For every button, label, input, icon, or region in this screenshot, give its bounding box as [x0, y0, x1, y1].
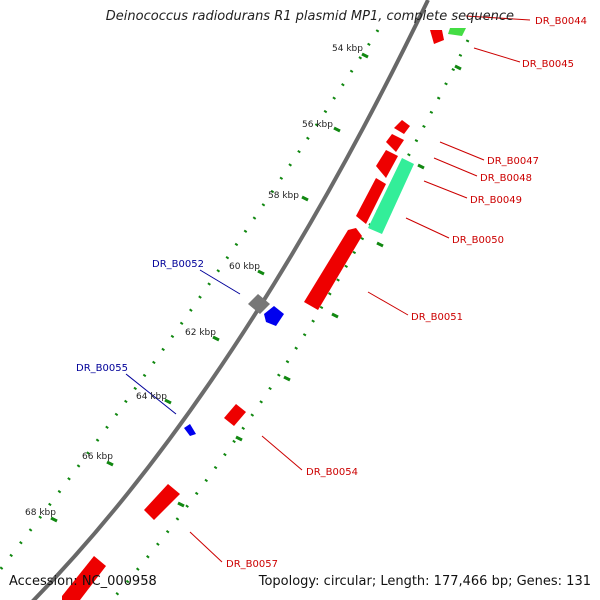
callout-line [405, 217, 450, 239]
callout-line [199, 269, 241, 295]
map-title: Deinococcus radiodurans R1 plasmid MP1, … [105, 9, 514, 24]
gene-label-dr-b0047[interactable]: DR_B0047 [487, 156, 539, 167]
major-tick [177, 501, 185, 508]
major-tick [376, 241, 384, 248]
callout-line [367, 291, 409, 316]
major-tick [333, 126, 341, 133]
major-tick [454, 64, 462, 71]
major-tick [212, 335, 220, 342]
scale-label: 60 kbp [229, 262, 260, 272]
callout-line [261, 435, 303, 471]
gene-other[interactable] [248, 294, 270, 314]
gene-dr-b0047-b[interactable] [386, 134, 404, 152]
scale-label: 58 kbp [268, 191, 299, 201]
gene-dr-b0057[interactable] [144, 484, 180, 520]
scale-label: 62 kbp [185, 328, 216, 338]
major-tick [164, 398, 172, 405]
label-callouts [125, 15, 531, 563]
gene-label-dr-b0044[interactable]: DR_B0044 [535, 16, 587, 27]
gene-dr-b0047[interactable] [394, 120, 410, 134]
major-tick [361, 52, 369, 59]
gene-label-dr-b0049[interactable]: DR_B0049 [470, 195, 522, 206]
scale-labels: 54 kbp 56 kbp 58 kbp 60 kbp 62 kbp 64 kb… [25, 44, 363, 518]
callout-line [125, 373, 177, 415]
scale-label: 64 kbp [136, 392, 167, 402]
gene-label-dr-b0045[interactable]: DR_B0045 [522, 59, 574, 70]
gene-dr-b0044[interactable] [430, 30, 444, 44]
accession-label: Accession: NC_000958 [9, 574, 157, 589]
tick-rings [0, 29, 470, 600]
gene-label-dr-b0051[interactable]: DR_B0051 [411, 312, 463, 323]
gene-label-dr-b0054[interactable]: DR_B0054 [306, 467, 358, 478]
gene-dr-b0051[interactable] [304, 228, 362, 310]
major-tick [283, 375, 291, 382]
gene-features [62, 28, 466, 600]
gene-label-dr-b0048[interactable]: DR_B0048 [480, 173, 532, 184]
callout-line [439, 141, 485, 161]
callout-line [465, 15, 531, 21]
major-tick [417, 163, 425, 170]
gene-bottom[interactable] [62, 556, 106, 600]
major-tick [257, 269, 265, 276]
scale-label: 68 kbp [25, 508, 56, 518]
gene-dr-b0055[interactable] [184, 424, 196, 436]
major-tick [235, 435, 243, 442]
callout-line [473, 47, 521, 63]
callout-line [423, 180, 468, 199]
callout-line [189, 531, 223, 563]
scale-label: 56 kbp [302, 120, 333, 130]
callout-line [433, 157, 478, 177]
gene-dr-b0052[interactable] [264, 306, 284, 326]
gene-label-dr-b0052[interactable]: DR_B0052 [152, 259, 204, 270]
gene-label-dr-b0050[interactable]: DR_B0050 [452, 235, 504, 246]
gene-labels: DR_B0044 DR_B0045 DR_B0047 DR_B0048 DR_B… [76, 16, 587, 570]
major-tick [301, 195, 309, 202]
major-tick [106, 460, 114, 467]
gene-label-dr-b0055[interactable]: DR_B0055 [76, 363, 128, 374]
scale-label: 66 kbp [82, 452, 113, 462]
gene-dr-b0049[interactable] [356, 178, 386, 224]
gene-dr-b0054[interactable] [224, 404, 246, 426]
major-tick [331, 312, 339, 319]
sequence-summary: Topology: circular; Length: 177,466 bp; … [258, 574, 591, 589]
plasmid-backbone [31, 0, 430, 600]
gene-dr-b0048[interactable] [376, 150, 398, 178]
major-tick [50, 516, 58, 523]
gene-dr-b0044-highlight[interactable] [448, 28, 466, 36]
gene-dr-b0050[interactable] [368, 158, 414, 234]
gene-label-dr-b0057[interactable]: DR_B0057 [226, 559, 278, 570]
scale-label: 54 kbp [332, 44, 363, 54]
